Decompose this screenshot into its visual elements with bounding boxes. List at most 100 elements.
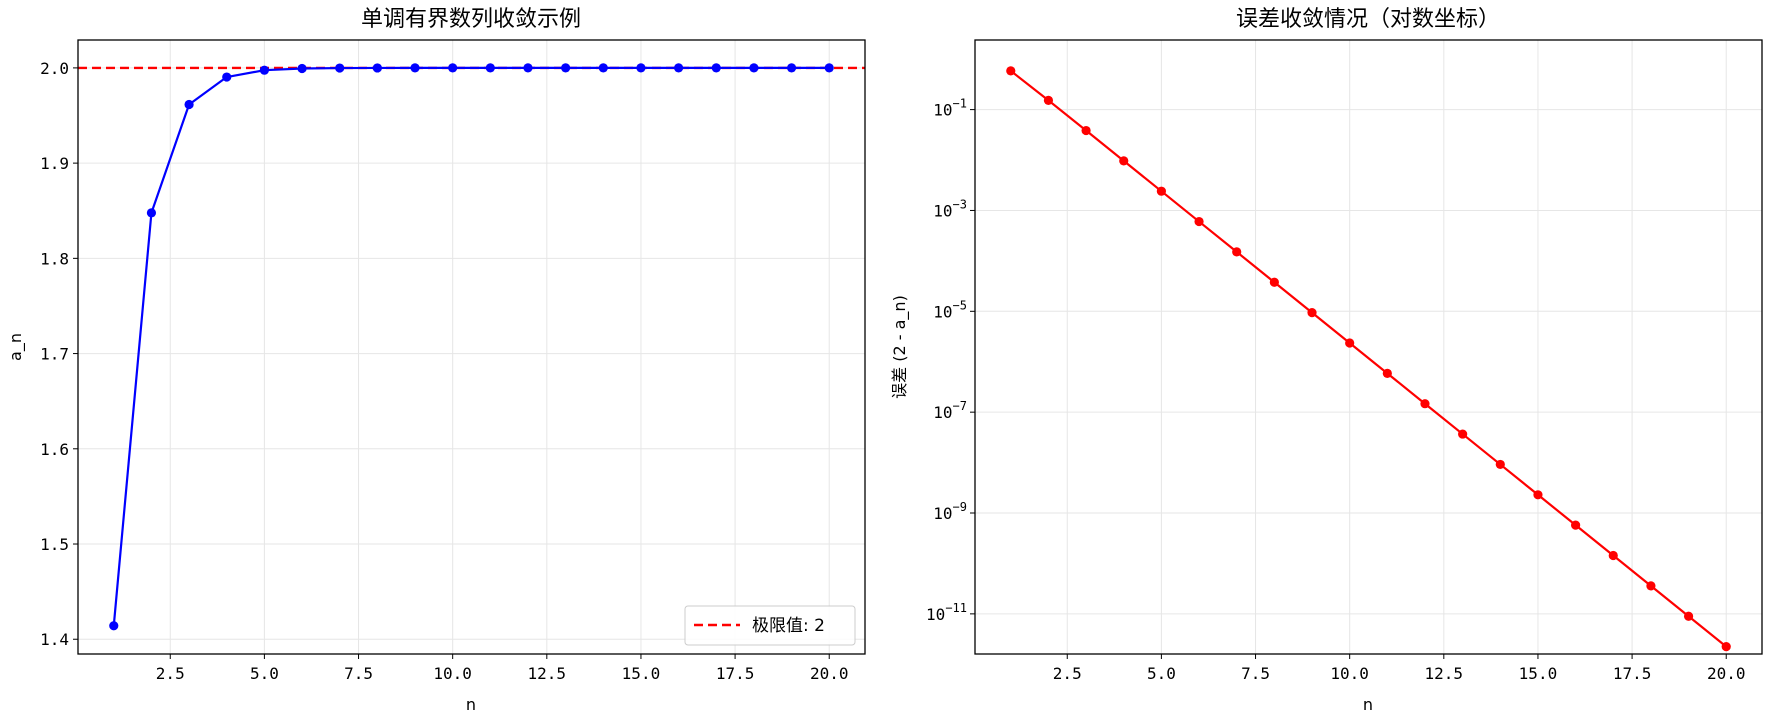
left-y-ticks: 1.4 1.5 1.6 1.7 1.8 1.9 2.0 bbox=[40, 59, 78, 649]
left-x-tick-label: 15.0 bbox=[622, 664, 661, 683]
left-x-tick-label: 20.0 bbox=[810, 664, 849, 683]
right-y-tick-label: 10−1 bbox=[933, 97, 967, 120]
right-data-point bbox=[1307, 308, 1317, 318]
left-series-points bbox=[109, 63, 834, 631]
left-data-point bbox=[184, 99, 194, 110]
left-data-point bbox=[146, 208, 157, 218]
right-y-tick-label-base: 10 bbox=[933, 504, 952, 523]
right-data-point bbox=[1043, 95, 1054, 106]
left-data-point bbox=[485, 63, 495, 73]
right-data-point bbox=[1232, 247, 1242, 257]
right-data-point bbox=[1006, 66, 1016, 76]
left-data-point bbox=[674, 63, 684, 73]
left-x-ticks: 2.5 5.0 7.5 10.0 12.5 15.0 17.5 20.0 bbox=[156, 654, 849, 683]
left-data-point bbox=[636, 63, 646, 73]
left-data-point bbox=[109, 621, 119, 631]
legend: 极限值: 2 bbox=[684, 605, 856, 646]
left-series-line bbox=[112, 66, 830, 626]
right-data-point bbox=[1495, 459, 1505, 470]
left-y-tick-label: 1.6 bbox=[40, 440, 69, 459]
left-y-tick-label: 1.4 bbox=[40, 630, 69, 649]
right-data-point bbox=[1269, 277, 1279, 287]
left-y-tick-label: 1.8 bbox=[40, 249, 69, 268]
right-y-tick-label-exponent: −9 bbox=[953, 500, 967, 514]
right-data-point bbox=[1608, 550, 1618, 561]
right-series-line bbox=[1010, 70, 1727, 648]
right-data-point bbox=[1533, 490, 1543, 500]
right-y-tick-label-exponent: −1 bbox=[953, 97, 967, 111]
right-y-tick-label-exponent: −11 bbox=[945, 601, 967, 615]
left-data-point bbox=[824, 63, 834, 73]
left-x-axis-label: n bbox=[466, 695, 476, 714]
right-y-tick-label: 10−3 bbox=[933, 197, 967, 220]
right-y-tick-label-exponent: −5 bbox=[953, 298, 967, 312]
right-y-tick-label-exponent: −3 bbox=[953, 197, 967, 211]
right-data-point bbox=[1571, 520, 1581, 530]
right-data-point bbox=[1081, 125, 1091, 136]
left-x-tick-label: 5.0 bbox=[250, 664, 279, 683]
left-y-tick-label: 1.5 bbox=[40, 535, 69, 554]
right-x-tick-label: 2.5 bbox=[1053, 664, 1082, 683]
left-data-point bbox=[561, 63, 571, 73]
left-x-tick-label: 12.5 bbox=[528, 664, 567, 683]
right-y-tick-label-base: 10 bbox=[933, 101, 952, 120]
right-y-tick-label: 10−9 bbox=[933, 500, 967, 523]
right-series-polyline bbox=[1010, 70, 1727, 648]
right-series-points bbox=[1006, 66, 1731, 652]
right-chart: 2.5 5.0 7.5 10.0 12.5 15.0 17.5 20.0 10−110−310… bbox=[890, 7, 1763, 714]
right-x-tick-label: 20.0 bbox=[1707, 664, 1746, 683]
legend-label: 极限值: 2 bbox=[752, 616, 825, 636]
right-y-tick-label: 10−11 bbox=[926, 601, 967, 624]
right-y-tick-label-base: 10 bbox=[933, 403, 952, 422]
right-axes-frame bbox=[974, 39, 1763, 655]
right-data-point bbox=[1382, 368, 1392, 378]
right-data-point bbox=[1683, 611, 1694, 621]
left-y-axis-label: a_n bbox=[6, 333, 26, 361]
right-data-point bbox=[1420, 399, 1430, 409]
right-data-point bbox=[1646, 581, 1656, 591]
right-y-tick-label-exponent: −7 bbox=[953, 399, 967, 413]
right-y-tick-label-base: 10 bbox=[926, 605, 945, 624]
right-data-point bbox=[1721, 642, 1731, 652]
right-y-tick-label-base: 10 bbox=[933, 201, 952, 220]
left-data-point bbox=[259, 65, 269, 75]
right-x-tick-label: 10.0 bbox=[1330, 664, 1369, 683]
right-x-tick-label: 12.5 bbox=[1425, 664, 1464, 683]
left-grid bbox=[78, 40, 865, 654]
left-data-point bbox=[297, 63, 307, 74]
right-data-point bbox=[1119, 156, 1129, 166]
right-y-tick-label: 10−5 bbox=[933, 298, 967, 321]
left-y-tick-label: 1.7 bbox=[40, 345, 69, 364]
left-x-tick-label: 17.5 bbox=[716, 664, 755, 683]
right-data-point bbox=[1194, 216, 1204, 227]
right-y-ticks: 10−110−310−510−710−910−11 bbox=[926, 97, 975, 624]
left-y-tick-label: 2.0 bbox=[40, 59, 69, 78]
right-x-tick-label: 15.0 bbox=[1519, 664, 1558, 683]
left-data-point bbox=[598, 63, 608, 73]
right-grid bbox=[975, 40, 1762, 654]
left-x-tick-label: 7.5 bbox=[344, 664, 373, 683]
right-data-point bbox=[1458, 429, 1468, 439]
right-x-ticks: 2.5 5.0 7.5 10.0 12.5 15.0 17.5 20.0 bbox=[1053, 654, 1746, 683]
right-y-tick-label: 10−7 bbox=[933, 399, 967, 422]
left-chart: 2.5 5.0 7.5 10.0 12.5 15.0 17.5 20.0 1.4 1.5 1.6 1… bbox=[6, 7, 866, 714]
left-data-point bbox=[222, 72, 232, 82]
left-axes-frame bbox=[77, 39, 866, 655]
left-x-tick-label: 10.0 bbox=[433, 664, 472, 683]
right-x-tick-label: 5.0 bbox=[1147, 664, 1176, 683]
left-series-polyline bbox=[112, 66, 830, 626]
left-data-point bbox=[448, 63, 458, 73]
left-data-point bbox=[749, 63, 759, 73]
left-data-point bbox=[410, 63, 420, 73]
right-x-axis-label: n bbox=[1363, 695, 1373, 714]
right-chart-title: 误差收敛情况（对数坐标） bbox=[1236, 7, 1500, 32]
right-x-tick-label: 17.5 bbox=[1613, 664, 1652, 683]
right-x-tick-label: 7.5 bbox=[1241, 664, 1270, 683]
legend-box bbox=[684, 605, 856, 646]
left-data-point bbox=[335, 63, 345, 73]
left-data-point bbox=[372, 63, 382, 73]
right-data-point bbox=[1156, 186, 1166, 196]
left-data-point bbox=[786, 63, 797, 73]
left-x-tick-label: 2.5 bbox=[156, 664, 185, 683]
